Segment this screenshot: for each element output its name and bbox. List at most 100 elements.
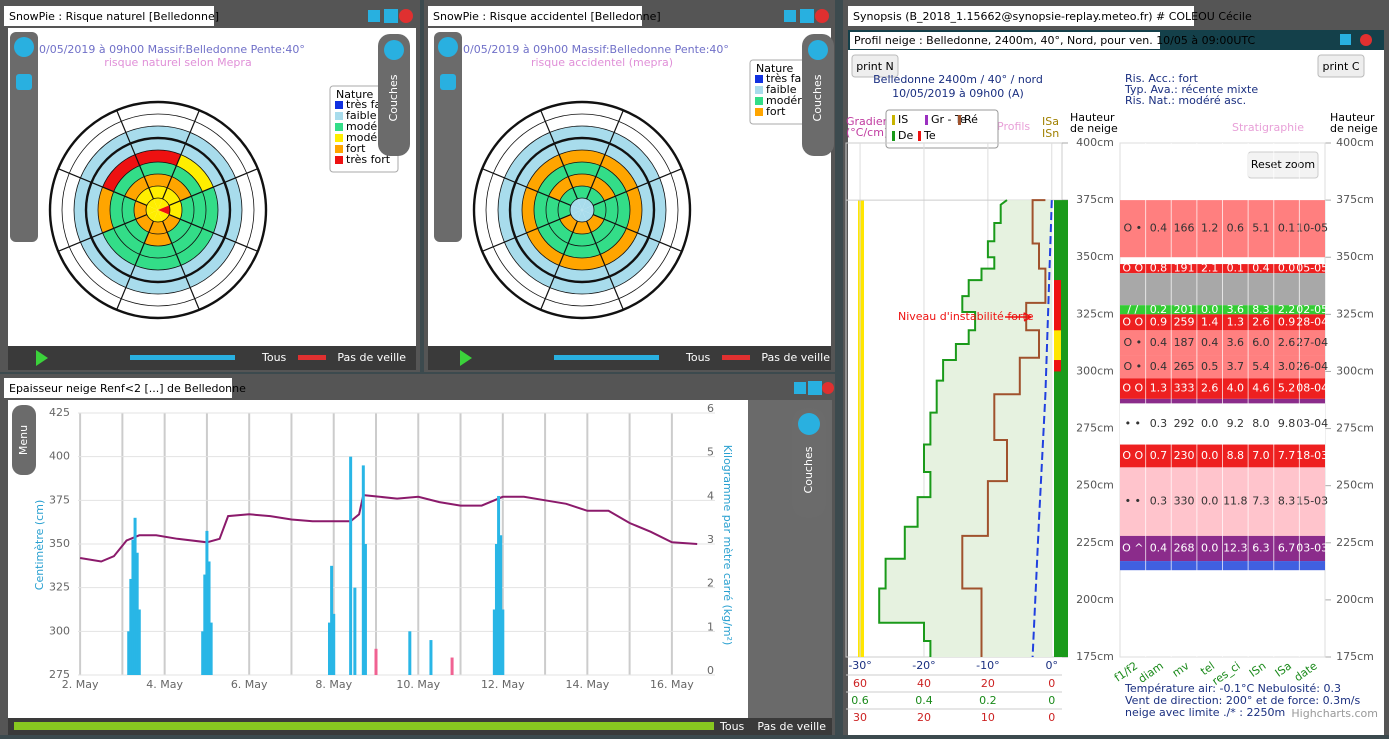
pie-subtitle: risque accidentel (mepra) xyxy=(531,56,673,69)
legend-label: Gr - Te xyxy=(931,113,967,126)
tool-button[interactable] xyxy=(16,74,32,90)
close[interactable] xyxy=(1360,34,1372,46)
minimize[interactable] xyxy=(794,382,806,394)
sector-line xyxy=(57,214,148,252)
tab[interactable] xyxy=(848,6,1194,26)
side-label[interactable]: Couches xyxy=(387,74,400,121)
watch-label[interactable]: Pas de veille xyxy=(337,351,406,364)
side-toggle[interactable] xyxy=(808,40,828,60)
risk-cell xyxy=(113,223,145,255)
layer-cell: 0.1 xyxy=(1227,262,1245,275)
maximize[interactable] xyxy=(1340,34,1351,45)
layer-cell: 0.1 xyxy=(1278,222,1296,235)
menu-label[interactable]: Menu xyxy=(17,425,30,455)
layer-cell: 5.1 xyxy=(1252,222,1270,235)
y-tick-label: 225cm xyxy=(1336,536,1374,549)
legend-label: fort xyxy=(766,105,786,118)
maximize[interactable] xyxy=(384,9,398,23)
risk-cell xyxy=(515,143,560,188)
layer-cell: 1.4 xyxy=(1201,315,1219,328)
layer-cell: 0.8 xyxy=(1150,262,1168,275)
y-tick-label: 400cm xyxy=(1076,136,1114,149)
watch-slider[interactable] xyxy=(722,355,750,360)
slider[interactable] xyxy=(554,355,659,360)
risk-cell xyxy=(202,187,218,233)
play-button[interactable] xyxy=(36,350,48,366)
maximize[interactable] xyxy=(808,381,822,395)
menu-tab[interactable] xyxy=(12,405,36,475)
tab[interactable] xyxy=(428,6,642,26)
bar xyxy=(353,587,357,675)
risk-cell xyxy=(80,237,131,288)
risk-cell xyxy=(162,214,181,233)
watch-slider[interactable] xyxy=(298,355,326,360)
risk-cell xyxy=(135,214,154,233)
profile-line xyxy=(878,199,1008,657)
filter-label[interactable]: Tous xyxy=(685,351,711,364)
risk-cell xyxy=(130,265,186,282)
gradient-label: (°C/cm) xyxy=(846,126,888,139)
layer-cell: 1.3 xyxy=(1150,382,1168,395)
side-toggle[interactable] xyxy=(798,413,820,435)
y2-tick-label: 0 xyxy=(707,664,714,677)
legend-swatch xyxy=(892,115,895,125)
sector-line xyxy=(540,109,578,200)
risk-cell xyxy=(109,191,125,229)
risk-cell xyxy=(609,237,660,288)
credit: Highcharts.com xyxy=(1291,707,1378,720)
print-button[interactable] xyxy=(1317,54,1365,78)
side-label[interactable]: Couches xyxy=(811,74,824,121)
risk-cell xyxy=(145,205,158,215)
annotation: Niveau d'instabilité forte xyxy=(898,310,1034,323)
layer-cell: 0.3 xyxy=(1150,495,1168,508)
layer-cell: 3.0 xyxy=(1278,360,1296,373)
close[interactable] xyxy=(822,382,834,394)
watch-label[interactable]: Pas de veille xyxy=(757,720,826,733)
filter-label[interactable]: Tous xyxy=(261,351,287,364)
risk-cell xyxy=(158,205,171,215)
reset-zoom-label[interactable]: Reset zoom xyxy=(1251,158,1315,171)
risk-cell xyxy=(171,165,203,197)
layer-cell: 05-05 xyxy=(1296,262,1328,275)
risk-cell xyxy=(148,221,168,234)
print-n[interactable]: print N xyxy=(856,60,894,73)
alt-tick-label: 0 xyxy=(1048,677,1055,690)
side-label[interactable]: Couches xyxy=(802,446,815,493)
sector-line xyxy=(162,220,200,311)
tool-button[interactable] xyxy=(438,37,458,57)
tab[interactable] xyxy=(4,6,214,26)
play-button[interactable] xyxy=(460,350,472,366)
minimize[interactable] xyxy=(784,10,796,22)
side-toggle[interactable] xyxy=(384,40,404,60)
y-tick-label: 375cm xyxy=(1076,193,1114,206)
layer-cell: 0.5 xyxy=(1201,360,1219,373)
print-button[interactable] xyxy=(851,54,899,78)
ring xyxy=(109,161,207,259)
watch-label[interactable]: Pas de veille xyxy=(761,351,830,364)
close[interactable] xyxy=(815,9,829,23)
legend-label: faible xyxy=(766,83,797,96)
maximize[interactable] xyxy=(800,9,814,23)
y-tick-label: 325 xyxy=(49,581,70,594)
alt-tick-label: 0 xyxy=(1048,711,1055,724)
risk-cell xyxy=(130,138,186,155)
tool-button[interactable] xyxy=(440,74,456,90)
layer-cell: 0.0 xyxy=(1201,449,1219,462)
ring xyxy=(472,100,692,320)
timeline[interactable] xyxy=(14,722,714,730)
profils-title: Profils xyxy=(997,120,1030,133)
risk-cell xyxy=(537,165,569,197)
tool-button[interactable] xyxy=(14,37,34,57)
sector-line xyxy=(586,109,624,200)
minimize[interactable] xyxy=(368,10,380,22)
filter-label[interactable]: Tous xyxy=(719,720,745,733)
sector-line xyxy=(586,220,624,311)
layer-cell: 4.6 xyxy=(1252,382,1270,395)
print-c[interactable]: print C xyxy=(1322,60,1359,73)
risk-cell xyxy=(139,243,177,259)
legend-label: fort xyxy=(346,142,366,155)
slider[interactable] xyxy=(130,355,235,360)
side-panel xyxy=(378,34,410,156)
tab[interactable] xyxy=(4,378,232,398)
close[interactable] xyxy=(399,9,413,23)
